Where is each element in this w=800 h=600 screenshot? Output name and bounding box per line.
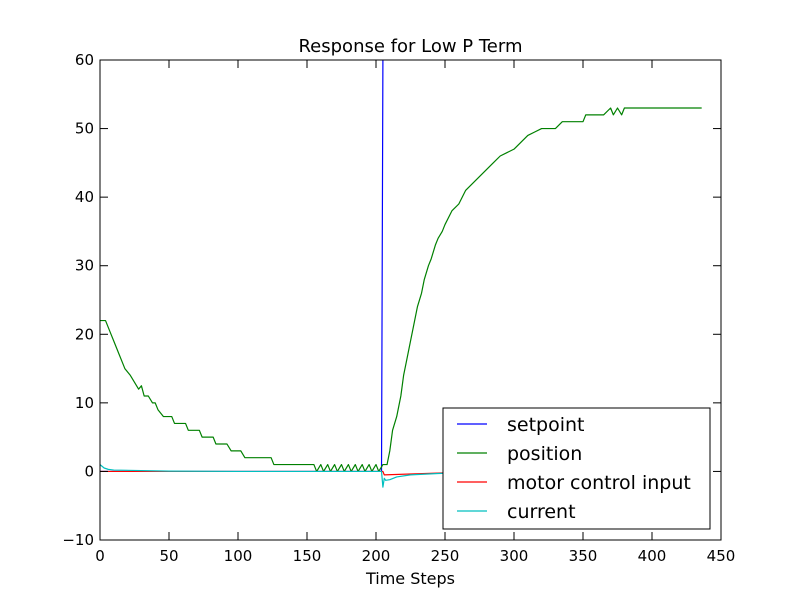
y-tick-label: 0 (84, 462, 94, 480)
legend: setpoint position motor control input curre… (442, 407, 711, 530)
chart-title: Response for Low P Term (298, 36, 522, 57)
x-tick-label: 50 (159, 547, 178, 565)
x-axis-label: Time Steps (365, 569, 455, 588)
series-line-current (100, 464, 702, 488)
y-tick-label: 60 (75, 51, 94, 69)
legend-box (442, 407, 711, 530)
x-tick-label: 0 (95, 547, 105, 565)
plot-frame (99, 59, 722, 541)
x-tick-label: 350 (569, 547, 598, 565)
x-tick-label: 250 (431, 547, 460, 565)
legend-label: current (507, 501, 576, 523)
legend-label: setpoint (507, 414, 585, 436)
legend-label: motor control input (507, 472, 691, 494)
x-tick-label: 300 (500, 547, 529, 565)
y-tick-label: 30 (75, 257, 94, 275)
x-tick-label: 100 (224, 547, 253, 565)
y-tick-label: −10 (62, 531, 94, 549)
legend-label: position (507, 443, 582, 465)
y-tick-label: 50 (75, 120, 94, 138)
y-tick-label: 20 (75, 325, 94, 343)
x-tick-label: 200 (362, 547, 391, 565)
y-tick-label: 10 (75, 394, 94, 412)
x-tick-label: 400 (638, 547, 667, 565)
x-tick-label: 450 (707, 547, 736, 565)
y-tick-label: 40 (75, 188, 94, 206)
x-tick-label: 150 (293, 547, 322, 565)
